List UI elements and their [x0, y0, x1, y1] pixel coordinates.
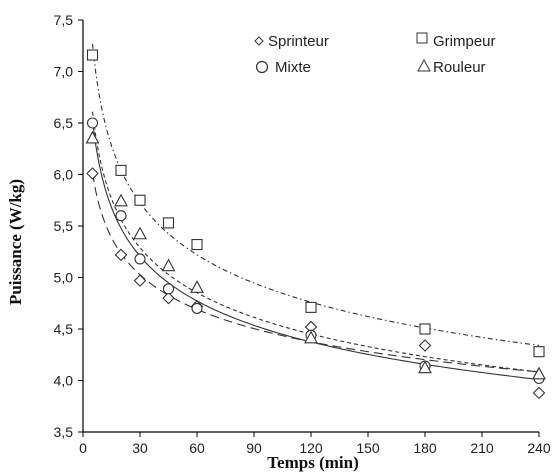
fit-curves	[91, 43, 540, 381]
y-ticks: 3,5 4,0 4,5 5,0 5,5 6,0 6,5 7,0 7,5	[54, 12, 83, 440]
legend-label-grimpeur: Grimpeur	[433, 33, 496, 50]
point-sprinteur	[133, 274, 147, 287]
point-grimpeur	[115, 164, 127, 176]
y-tick-label: 4,0	[54, 373, 74, 389]
point-sprinteur	[114, 248, 128, 262]
point-mixte	[162, 283, 175, 295]
x-tick-label: 120	[299, 440, 323, 456]
legend-item-mixte: Mixte	[255, 59, 311, 76]
legend-label-mixte: Mixte	[275, 59, 311, 76]
point-grimpeur	[86, 49, 99, 61]
legend-label-sprinteur: Sprinteur	[268, 33, 329, 50]
x-tick-label: 240	[527, 440, 551, 456]
point-sprinteur	[418, 339, 432, 352]
point-grimpeur	[305, 301, 317, 313]
y-axis-label: Puissance (W/kg)	[6, 179, 25, 305]
point-mixte	[134, 253, 146, 265]
plot-frame	[82, 20, 539, 433]
x-tick-label: 150	[356, 440, 380, 456]
point-grimpeur	[134, 194, 146, 206]
legend-label-rouleur: Rouleur	[433, 59, 486, 76]
point-rouleur	[114, 193, 128, 207]
legend-square-icon	[416, 32, 428, 44]
x-tick-label: 210	[470, 440, 494, 456]
legend-item-rouleur: Rouleur	[417, 58, 486, 76]
y-tick-label: 7,5	[54, 12, 74, 28]
y-tick-label: 7,0	[54, 64, 74, 80]
point-rouleur	[161, 258, 176, 272]
legend-triangle-icon	[417, 58, 431, 72]
y-tick-label: 6,5	[54, 115, 74, 131]
point-rouleur	[418, 360, 432, 374]
legend: Sprinteur Grimpeur Mixte Rouleur	[254, 32, 496, 76]
point-grimpeur	[533, 346, 545, 358]
point-mixte	[86, 117, 99, 129]
y-tick-label: 4,5	[54, 321, 74, 337]
point-sprinteur	[162, 291, 175, 305]
y-tick-label: 5,0	[54, 270, 74, 286]
point-mixte	[115, 210, 127, 222]
y-tick-label: 3,5	[54, 424, 74, 440]
point-grimpeur	[419, 323, 431, 335]
legend-diamond-icon	[254, 36, 264, 46]
y-tick-label: 5,5	[54, 218, 74, 234]
legend-circle-icon	[255, 60, 269, 74]
legend-item-sprinteur: Sprinteur	[254, 33, 329, 50]
y-tick-label: 6,0	[54, 167, 74, 183]
x-tick-label: 90	[246, 440, 262, 456]
point-sprinteur	[86, 167, 99, 180]
x-tick-label: 0	[79, 440, 87, 456]
point-grimpeur	[191, 238, 203, 251]
x-tick-label: 60	[189, 440, 205, 456]
x-tick-label: 180	[413, 440, 437, 456]
point-mixte	[191, 302, 203, 314]
point-rouleur	[532, 366, 546, 380]
legend-item-grimpeur: Grimpeur	[416, 32, 496, 50]
point-sprinteur	[532, 386, 546, 400]
fit-curve-grimpeur	[91, 43, 540, 346]
point-grimpeur	[162, 217, 175, 229]
x-axis-label: Temps (min)	[267, 453, 358, 472]
x-tick-label: 30	[132, 440, 148, 456]
x-ticks: 0 30 60 90 120 150 180 210 240	[79, 432, 551, 456]
point-rouleur	[85, 130, 100, 144]
point-rouleur	[190, 280, 204, 293]
data-markers	[85, 49, 546, 400]
point-rouleur	[304, 330, 318, 344]
point-rouleur	[133, 226, 147, 240]
